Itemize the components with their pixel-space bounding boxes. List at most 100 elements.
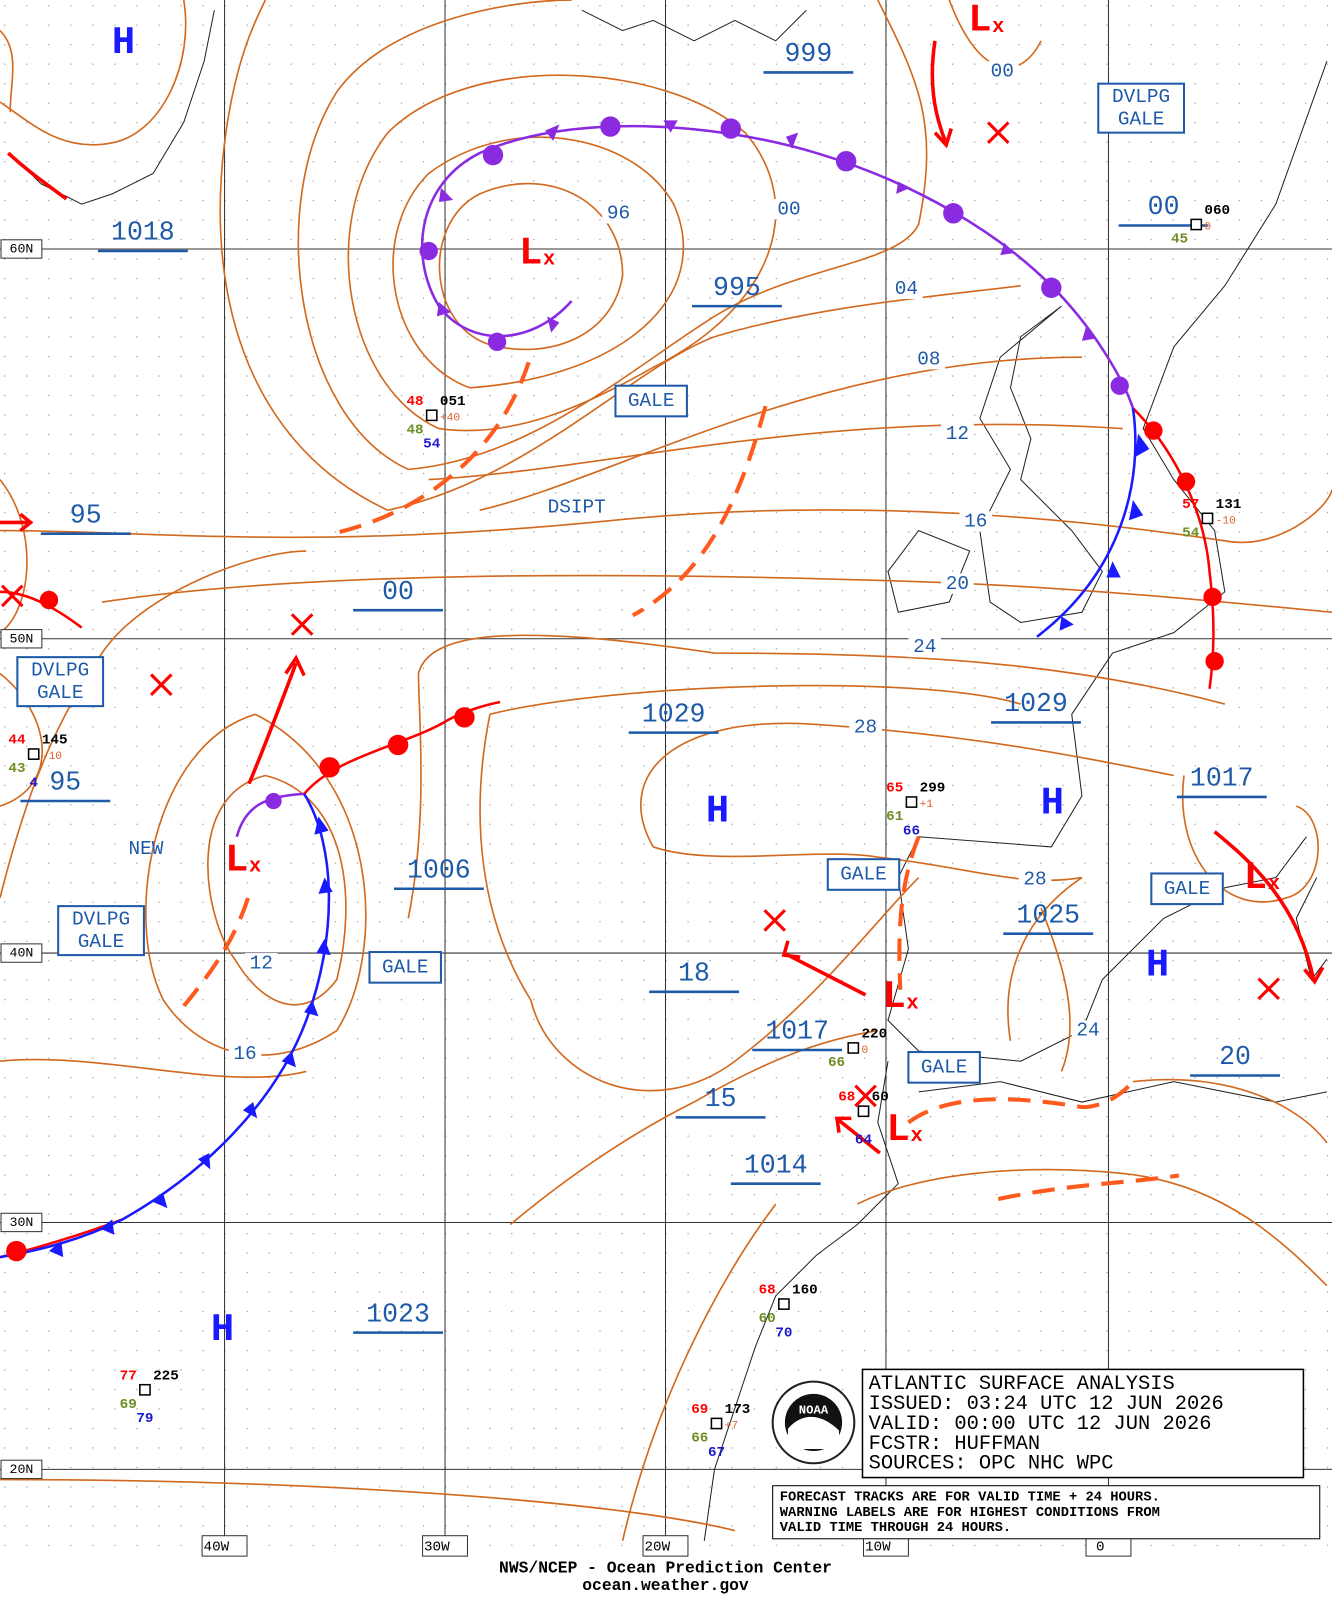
info-line: SOURCES: OPC NHC WPC [869, 1453, 1114, 1476]
low-mark: x [1268, 873, 1280, 896]
low-center: L [887, 1108, 910, 1152]
isobar-label: 16 [964, 511, 987, 533]
low-center: L [882, 975, 905, 1019]
station-symbol [1190, 218, 1203, 231]
station-temp: 68 [838, 1090, 855, 1106]
isobar-label: 20 [946, 573, 969, 595]
forecast-position [854, 1084, 877, 1108]
isobar-label: 12 [946, 423, 969, 445]
isobar-label-bg [941, 423, 974, 444]
central-pressure: 999 [785, 39, 833, 69]
station-dewpoint: 43 [8, 761, 25, 777]
central-pressure: 1017 [765, 1017, 829, 1047]
lat-label-box [0, 1459, 43, 1480]
isobar-label: 24 [913, 636, 936, 658]
dvlpg-box [16, 656, 105, 708]
central-pressure: 00 [382, 577, 414, 607]
coastlines [9, 9, 1328, 1541]
lon-label: 40W [204, 1540, 230, 1556]
station-temp: 68 [759, 1283, 776, 1299]
lon-label-box [642, 1535, 689, 1557]
station-symbol [905, 796, 918, 808]
lon-label: 30W [424, 1540, 450, 1556]
station-sst: 66 [903, 823, 920, 839]
fronts [0, 40, 1325, 1262]
station-dewpoint: 48 [406, 422, 423, 438]
station-temp: 77 [120, 1368, 137, 1384]
station-symbol [27, 748, 40, 760]
station-sst: 64 [855, 1133, 873, 1149]
footer-line: NWS/NCEP - Ocean Prediction Center [499, 1559, 832, 1578]
gale-warning: GALE [628, 390, 675, 412]
lat-label: 50N [10, 631, 34, 646]
isobar-label: 00 [991, 61, 1014, 83]
isobar-label: 96 [607, 202, 630, 224]
central-pressure: 20 [1219, 1042, 1251, 1072]
gale-warning: GALE [382, 956, 429, 978]
low-center: L [1244, 856, 1267, 900]
isobar-label: 00 [777, 198, 800, 220]
dvlpg-warning: GALE [37, 682, 84, 704]
logo-text: NOAA [799, 1403, 829, 1417]
station-id: 60 [872, 1090, 889, 1106]
gale-box [368, 951, 442, 984]
station-sst: 79 [136, 1411, 153, 1427]
lon-label: 0 [1096, 1540, 1105, 1556]
central-pressure: 95 [49, 768, 81, 798]
isobar-label-bg [244, 953, 278, 974]
low-mark: x [910, 1125, 922, 1148]
footer-line: ocean.weather.gov [582, 1576, 749, 1595]
central-pressure: 1017 [1190, 764, 1254, 794]
station-id: 051 [440, 394, 466, 410]
front-label: DSIPT [548, 496, 606, 518]
lat-label: 20N [10, 1462, 34, 1477]
dvlpg-warning: DVLPG [72, 909, 130, 931]
station-tendency: 0 [1204, 222, 1211, 234]
isobar-label-bg [849, 717, 882, 738]
station-dewpoint: 66 [691, 1431, 708, 1447]
forecast-position [986, 121, 1010, 144]
lon-label: 10W [865, 1540, 891, 1556]
lat-label: 40N [10, 946, 34, 961]
station-symbol [710, 1417, 723, 1430]
dvlpg-warning: GALE [1118, 109, 1165, 131]
lat-label-box [0, 943, 43, 963]
central-pressure: 1006 [407, 855, 471, 885]
isobar-label-bg [772, 198, 806, 220]
front-label: NEW [129, 838, 164, 860]
station-temp: 57 [1182, 497, 1199, 513]
gale-warning: GALE [840, 864, 887, 886]
central-pressure: 1029 [642, 699, 706, 729]
central-pressure: 1018 [111, 218, 175, 248]
station-id: 131 [1216, 497, 1242, 513]
low-center: L [519, 231, 542, 275]
station-id: 299 [920, 781, 946, 797]
high-center: H [706, 789, 729, 833]
note-line: FORECAST TRACKS ARE FOR VALID TIME + 24 … [780, 1491, 1160, 1506]
station-dewpoint: 61 [886, 809, 903, 825]
station-id: 145 [42, 733, 68, 749]
forecast-position [149, 673, 173, 696]
isobar-label-bg [912, 348, 946, 370]
station-tendency: +1 [920, 799, 934, 811]
high-center: H [1146, 944, 1169, 988]
gale-box [907, 1051, 981, 1084]
isobar-label-bg [890, 278, 923, 299]
isobar-label-bg [941, 573, 974, 594]
low-mark: x [543, 249, 555, 272]
station-temp: 44 [8, 733, 26, 749]
central-pressure: 18 [678, 958, 710, 988]
isobar-label: 16 [233, 1043, 256, 1065]
forecast-position [290, 613, 314, 636]
station-tendency: +7 [725, 1420, 738, 1432]
isobar-label: 08 [917, 348, 940, 370]
central-pressure: 95 [70, 500, 102, 530]
isobar-label: 28 [854, 717, 877, 739]
station-symbol [778, 1298, 790, 1310]
isobar-label-bg [959, 511, 993, 532]
gale-warning: GALE [1164, 878, 1211, 900]
lat-label-box [0, 239, 43, 259]
gale-box [826, 858, 901, 891]
